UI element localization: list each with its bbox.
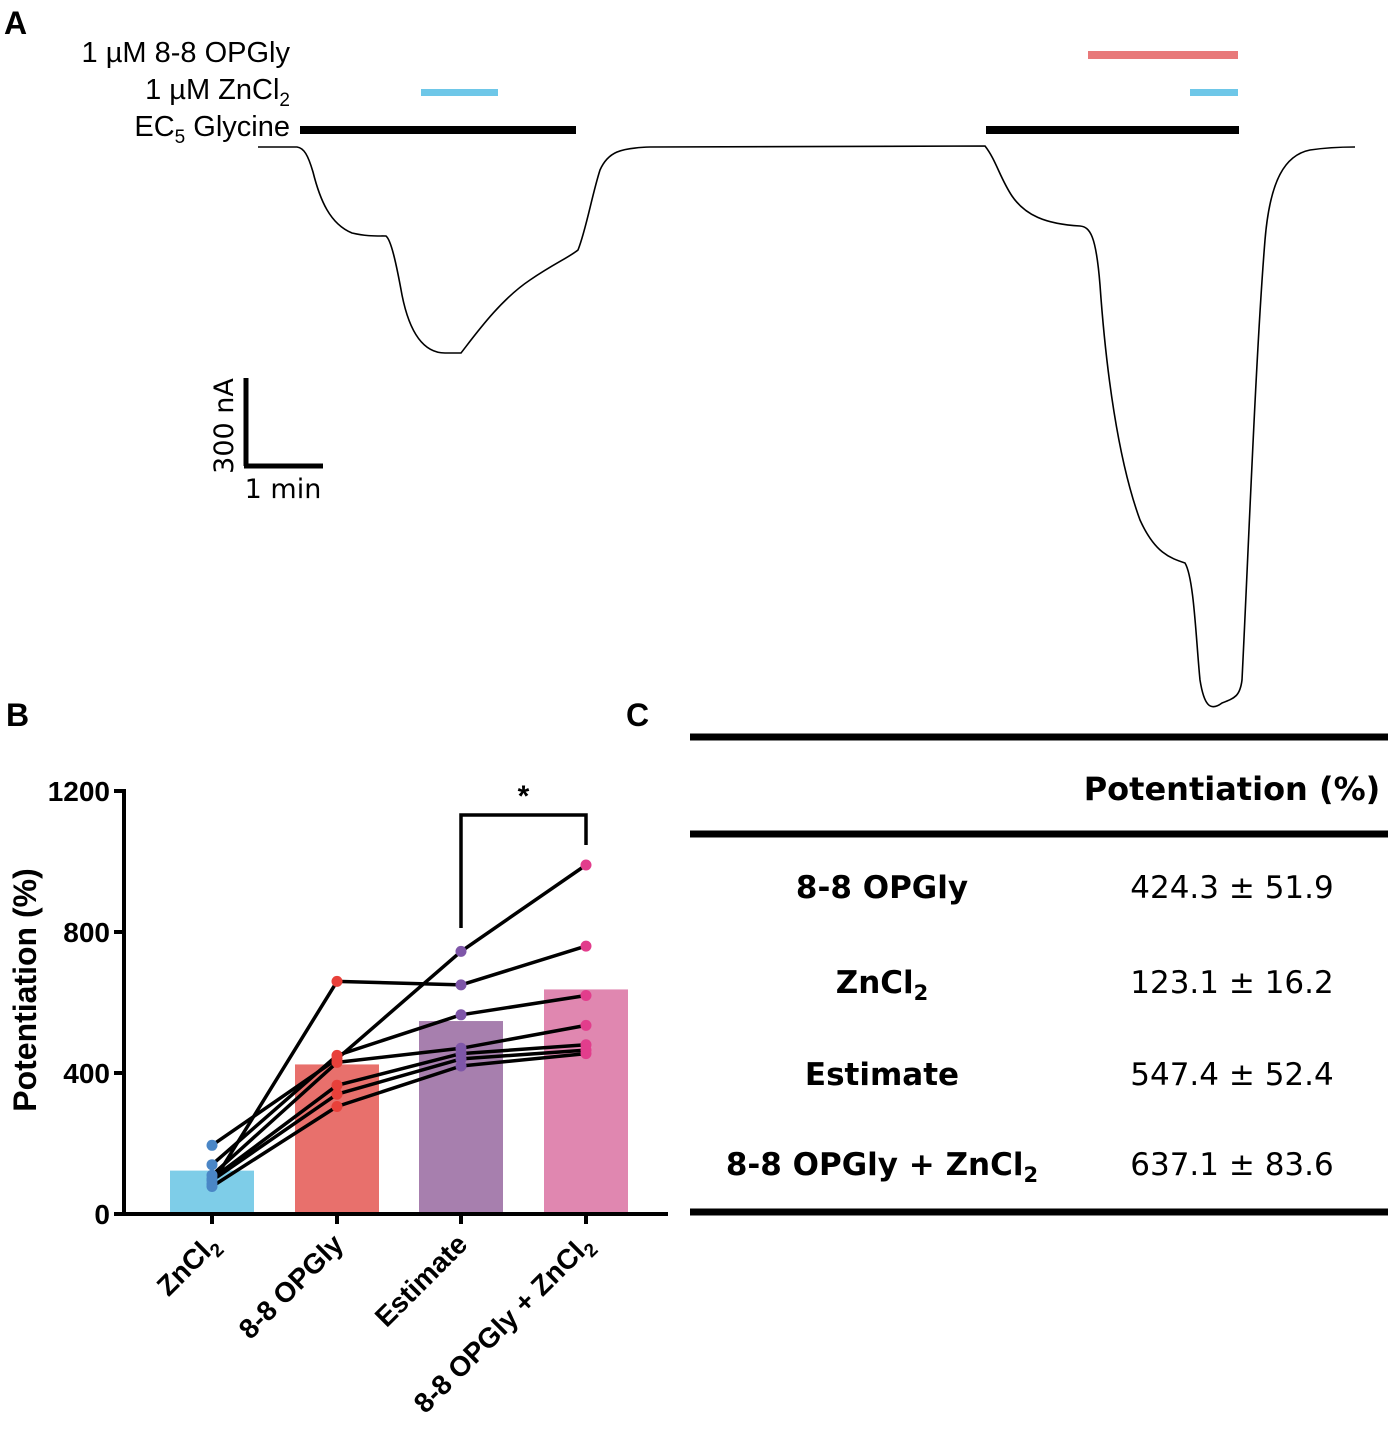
paired-line-cell-4 [210,1023,587,1177]
y-tick-label-800: 800 [63,917,110,948]
paired-line-cell-3 [210,993,587,1167]
table-header: Potentiation (%) [1084,770,1381,808]
glycine-application-bar-2 [986,126,1239,134]
point-cell-3-group-3 [455,1009,467,1021]
label-zncl2-application: 1 µM ZnCl2 [145,74,290,111]
zncl2-application-bar-2 [1190,89,1238,96]
chart-paired-lines [210,863,587,1188]
point-cell-6-group-2 [331,1088,343,1100]
table-row-label-4: 8-8 OPGly + ZnCl2 [726,1147,1038,1187]
x-tick-label-3: Estimate [369,1228,473,1332]
point-cell-2-group-3 [455,979,467,991]
scale-bar-current-label: 300 nA [209,378,240,474]
table-row-value-4: 637.1 ± 83.6 [1130,1147,1333,1183]
point-cell-2-group-2 [331,975,343,987]
paired-line-cell-1 [211,863,587,1147]
chart-points [206,859,592,1192]
current-trace [258,145,1356,708]
y-tick-label-400: 400 [63,1058,110,1089]
potentiation-bar-chart: 0 400 800 1200 * ZnCl2 8-8 OPGly Estimate8-8 … [7,776,668,1419]
y-tick-label-0: 0 [94,1199,110,1230]
label-glycine-application: EC5 Glycine [134,111,290,148]
glycine-application-bar-1 [300,126,576,134]
y-axis-title: Potentiation (%) [7,868,43,1112]
table-row-label-1: 8-8 OPGly [796,870,968,906]
x-tick-label-1: ZnCl2 [151,1228,229,1306]
paired-line-cell-6 [211,1048,587,1182]
table-body: 8-8 OPGly 424.3 ± 51.9 ZnCl2 123.1 ± 16.2 Es… [726,870,1334,1187]
chart-bars [170,989,628,1214]
point-cell-1-group-1 [206,1139,218,1151]
y-tick-label-1200: 1200 [48,776,110,807]
opgly-application-bar [1088,51,1238,59]
point-cell-3-group-1 [206,1159,218,1171]
significance-star: * [518,780,530,813]
scale-bar-time-label: 1 min [245,474,322,505]
point-cell-7-group-3 [455,1060,467,1072]
point-cell-2-group-4 [580,940,592,952]
point-cell-1-group-4 [580,859,592,871]
table-row-value-2: 123.1 ± 16.2 [1130,965,1333,1001]
table-row-value-1: 424.3 ± 51.9 [1130,870,1333,906]
point-cell-3-group-4 [580,990,592,1001]
point-cell-1-group-3 [455,945,467,957]
zncl2-application-bar-1 [421,89,498,96]
table-row-label-3: Estimate [805,1057,959,1093]
x-tick-label-2: 8-8 OPGly [233,1228,350,1345]
point-cell-7-group-4 [580,1048,592,1060]
point-cell-4-group-4 [580,1019,592,1031]
significance-bracket-line [459,813,588,928]
point-cell-4-group-2 [331,1056,343,1068]
label-opgly-application: 1 µM 8-8 OPGly [82,37,291,69]
point-cell-5-group-2 [331,1079,343,1091]
point-cell-7-group-2 [331,1101,343,1112]
table-row-label-2: ZnCl2 [836,965,929,1005]
panel-label-b: B [6,697,29,733]
paired-line-cell-7 [211,1051,587,1188]
point-cell-7-group-1 [206,1181,218,1192]
table-row-value-3: 547.4 ± 52.4 [1130,1057,1333,1093]
panel-label-c: C [626,697,649,733]
significance-bracket: * [459,780,588,928]
paired-line-cell-5 [210,1043,587,1181]
paired-line-cell-2 [210,944,587,1185]
panel-label-a: A [4,5,27,41]
chart-axes: 0 400 800 1200 [48,776,668,1230]
